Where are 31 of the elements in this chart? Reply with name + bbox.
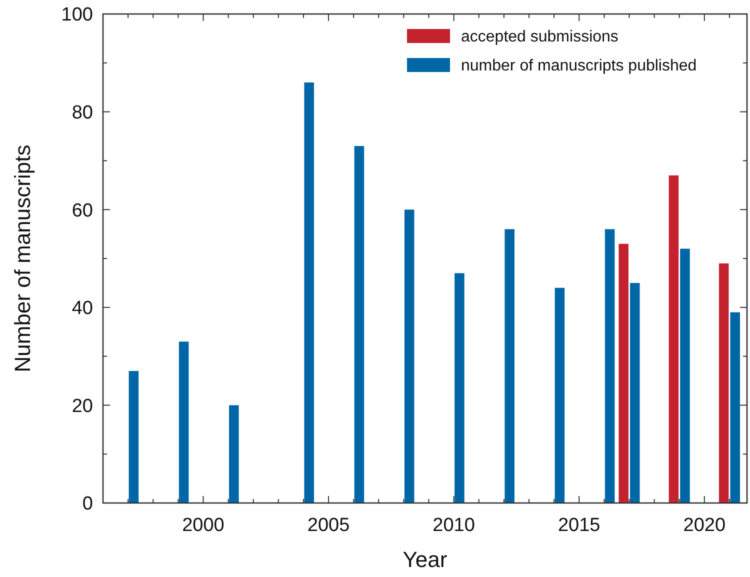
y-tick-label: 100 [61, 4, 93, 26]
bar [630, 282, 640, 503]
legend-label: number of manuscripts published [461, 58, 697, 75]
bar [304, 82, 314, 503]
bar [178, 342, 189, 503]
bar [730, 312, 740, 503]
x-axis-title: Year [402, 547, 448, 572]
x-tick-label: 2000 [182, 515, 224, 536]
x-tick-label: 2010 [432, 515, 475, 536]
bar [554, 288, 565, 503]
bar [454, 273, 464, 503]
y-tick-label: 80 [72, 102, 93, 124]
y-tick-label: 60 [72, 200, 93, 222]
bar [604, 229, 615, 503]
bar [504, 229, 514, 503]
bar [229, 405, 239, 503]
y-axis-title: Number of manuscripts [10, 144, 35, 372]
y-tick-label: 0 [82, 494, 93, 515]
bar [668, 175, 679, 503]
legend-label: accepted submissions [461, 28, 618, 46]
y-tick-label: 40 [72, 298, 93, 320]
bar [618, 244, 628, 503]
y-tick-label: 20 [72, 396, 93, 417]
bar [680, 248, 690, 503]
bar [354, 146, 364, 503]
x-tick-label: 2015 [558, 515, 600, 536]
x-tick-label: 2005 [307, 515, 350, 536]
bar [128, 370, 139, 503]
x-tick-label: 2020 [683, 515, 726, 536]
bar [718, 263, 729, 503]
bar [404, 210, 414, 503]
